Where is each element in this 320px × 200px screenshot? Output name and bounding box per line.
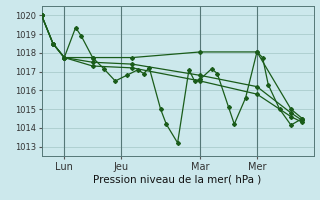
X-axis label: Pression niveau de la mer( hPa ): Pression niveau de la mer( hPa ) bbox=[93, 174, 262, 184]
